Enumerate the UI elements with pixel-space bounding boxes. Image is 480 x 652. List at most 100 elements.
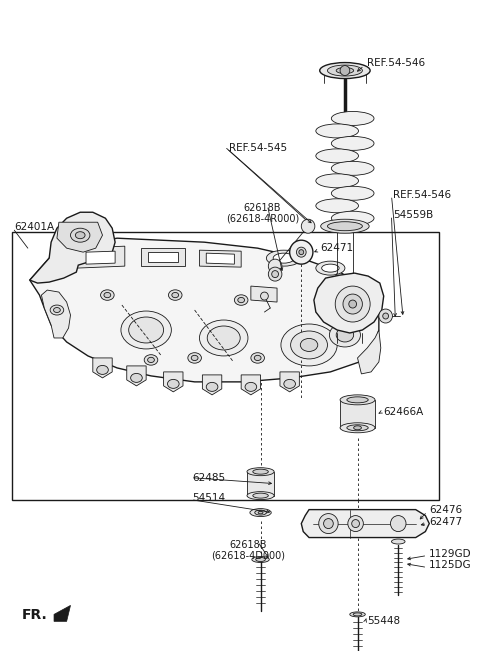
Circle shape	[268, 267, 282, 281]
Ellipse shape	[96, 365, 108, 374]
Ellipse shape	[284, 379, 296, 389]
Text: 62401A: 62401A	[14, 222, 54, 232]
Text: 62466A: 62466A	[384, 407, 424, 417]
Ellipse shape	[331, 211, 374, 225]
Ellipse shape	[254, 355, 261, 361]
Text: 62477: 62477	[429, 516, 462, 527]
Polygon shape	[251, 286, 277, 302]
Ellipse shape	[104, 293, 111, 298]
Text: 62618B: 62618B	[229, 540, 267, 550]
Polygon shape	[93, 358, 112, 378]
Polygon shape	[314, 273, 384, 333]
Polygon shape	[57, 222, 103, 252]
Circle shape	[340, 66, 350, 76]
Polygon shape	[127, 366, 146, 386]
Ellipse shape	[50, 305, 64, 315]
Polygon shape	[76, 246, 125, 268]
Bar	[12, 232, 439, 499]
Text: (62618-4D000): (62618-4D000)	[211, 550, 285, 561]
Polygon shape	[54, 606, 71, 621]
Ellipse shape	[144, 355, 158, 365]
Ellipse shape	[247, 492, 274, 499]
Polygon shape	[200, 250, 241, 267]
Circle shape	[272, 271, 278, 278]
Ellipse shape	[256, 557, 265, 561]
Circle shape	[297, 247, 306, 257]
Ellipse shape	[250, 509, 271, 516]
Polygon shape	[148, 252, 178, 262]
Ellipse shape	[131, 374, 142, 382]
Ellipse shape	[129, 317, 164, 343]
Polygon shape	[203, 375, 222, 395]
Circle shape	[348, 516, 363, 531]
Ellipse shape	[172, 293, 179, 298]
Ellipse shape	[331, 186, 374, 200]
Ellipse shape	[316, 261, 345, 275]
Polygon shape	[30, 238, 379, 382]
Circle shape	[289, 240, 313, 264]
Circle shape	[349, 300, 357, 308]
Ellipse shape	[258, 511, 263, 514]
Polygon shape	[340, 400, 375, 428]
Ellipse shape	[336, 68, 354, 74]
Text: 54514: 54514	[192, 493, 226, 503]
Polygon shape	[86, 251, 115, 264]
Ellipse shape	[316, 149, 359, 163]
Circle shape	[324, 518, 333, 529]
Text: 62471: 62471	[321, 243, 354, 253]
Circle shape	[379, 309, 393, 323]
Ellipse shape	[331, 111, 374, 125]
Text: REF.54-545: REF.54-545	[228, 143, 287, 153]
Text: 62476: 62476	[429, 505, 462, 514]
Ellipse shape	[320, 63, 370, 78]
Ellipse shape	[331, 136, 374, 151]
Ellipse shape	[252, 557, 269, 563]
Polygon shape	[241, 375, 261, 395]
Polygon shape	[301, 510, 429, 537]
Text: 62485: 62485	[192, 473, 226, 482]
Ellipse shape	[54, 308, 60, 312]
Circle shape	[383, 313, 388, 319]
Ellipse shape	[347, 397, 368, 403]
Circle shape	[335, 286, 370, 322]
Polygon shape	[247, 471, 274, 496]
Polygon shape	[41, 290, 71, 338]
Ellipse shape	[71, 228, 90, 242]
Ellipse shape	[75, 231, 85, 239]
Text: REF.54-546: REF.54-546	[394, 190, 452, 200]
Ellipse shape	[327, 222, 362, 231]
Ellipse shape	[340, 422, 375, 433]
Polygon shape	[358, 330, 381, 374]
Ellipse shape	[188, 353, 202, 363]
Ellipse shape	[353, 613, 362, 616]
Ellipse shape	[350, 612, 365, 617]
Ellipse shape	[316, 124, 359, 138]
Ellipse shape	[273, 253, 295, 263]
Circle shape	[391, 516, 406, 531]
Ellipse shape	[168, 379, 179, 389]
Ellipse shape	[354, 426, 361, 430]
Polygon shape	[164, 372, 183, 392]
Text: (62618-4R000): (62618-4R000)	[226, 213, 299, 223]
Ellipse shape	[207, 326, 240, 350]
Ellipse shape	[253, 493, 268, 498]
Circle shape	[343, 294, 362, 314]
Circle shape	[299, 250, 304, 255]
Circle shape	[352, 520, 360, 527]
Ellipse shape	[251, 353, 264, 363]
Ellipse shape	[247, 467, 274, 476]
Ellipse shape	[347, 425, 368, 431]
Ellipse shape	[340, 395, 375, 405]
Text: 1125DG: 1125DG	[429, 561, 472, 570]
Ellipse shape	[245, 382, 257, 391]
Circle shape	[301, 219, 315, 233]
Ellipse shape	[168, 290, 182, 301]
Ellipse shape	[329, 323, 360, 347]
Ellipse shape	[121, 311, 171, 349]
Text: 1129GD: 1129GD	[429, 548, 472, 559]
Ellipse shape	[206, 382, 218, 391]
Ellipse shape	[322, 264, 339, 272]
Ellipse shape	[300, 338, 318, 351]
Ellipse shape	[321, 219, 369, 233]
Polygon shape	[30, 213, 115, 283]
